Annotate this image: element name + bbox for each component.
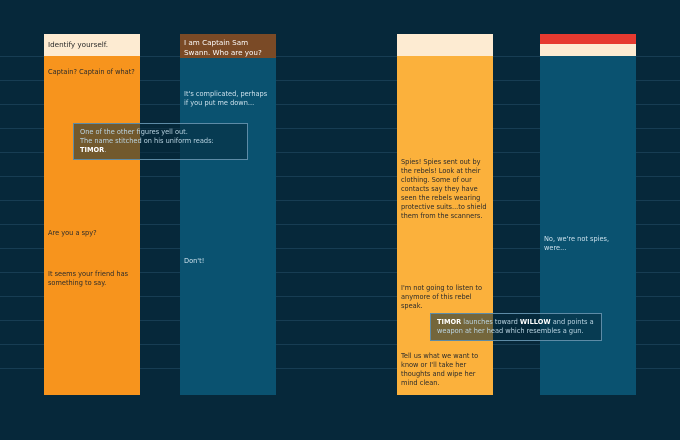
dialogue-line: Spies! Spies sent out by the rebels! Loo…: [401, 158, 487, 220]
narration-line: One of the other figures yell out.: [80, 128, 188, 136]
narration-text: launches toward: [461, 318, 520, 326]
narration-note: One of the other figures yell out. The n…: [73, 123, 248, 160]
character-name: TIMOR: [80, 146, 105, 154]
narration-text: The name stitched on his uniform reads:: [80, 137, 214, 145]
character-name: WILLOW: [519, 318, 551, 326]
guide-line: [0, 104, 680, 105]
dialogue-line: It's complicated, perhaps if you put me …: [184, 90, 268, 107]
dialogue-line: Tell us what we want to know or I'll tak…: [401, 352, 479, 387]
narration-line: The name stitched on his uniform reads: …: [80, 137, 241, 155]
column-header: [540, 34, 636, 56]
dialogue-line: Are you a spy?: [48, 229, 97, 237]
dialogue-column-teal: I am Captain Sam Swann. Who are you? It'…: [180, 34, 276, 395]
column-header: Identify yourself.: [44, 34, 140, 56]
guide-line: [0, 200, 680, 201]
narration-note: TIMOR launches toward WILLOW and points …: [430, 313, 602, 341]
guide-line: [0, 344, 680, 345]
dialogue-line: Don't!: [184, 257, 205, 265]
dialogue-line: I'm not going to listen to anymore of th…: [401, 284, 483, 310]
guide-line: [0, 320, 680, 321]
narration-text: .: [104, 146, 107, 154]
guide-line: [0, 224, 680, 225]
guide-line: [0, 176, 680, 177]
guide-line: [0, 80, 680, 81]
column-header: I am Captain Sam Swann. Who are you?: [180, 34, 276, 58]
narration-text: and points a weapon at her head which re…: [437, 318, 594, 335]
guide-line: [0, 56, 680, 57]
guide-line: [0, 248, 680, 249]
guide-line: [0, 296, 680, 297]
guide-line: [0, 368, 680, 369]
column-header: [397, 34, 493, 56]
guide-line: [0, 272, 680, 273]
dialogue-column-orange: Identify yourself. Captain? Captain of w…: [44, 34, 140, 395]
dialogue-line: Captain? Captain of what?: [48, 68, 135, 76]
dialogue-line: No, we're not spies, were...: [544, 235, 610, 252]
guide-line: [0, 128, 680, 129]
red-strip: [540, 34, 636, 44]
guide-line: [0, 152, 680, 153]
character-name: TIMOR: [437, 318, 462, 326]
dialogue-line: It seems your friend has something to sa…: [48, 270, 129, 287]
